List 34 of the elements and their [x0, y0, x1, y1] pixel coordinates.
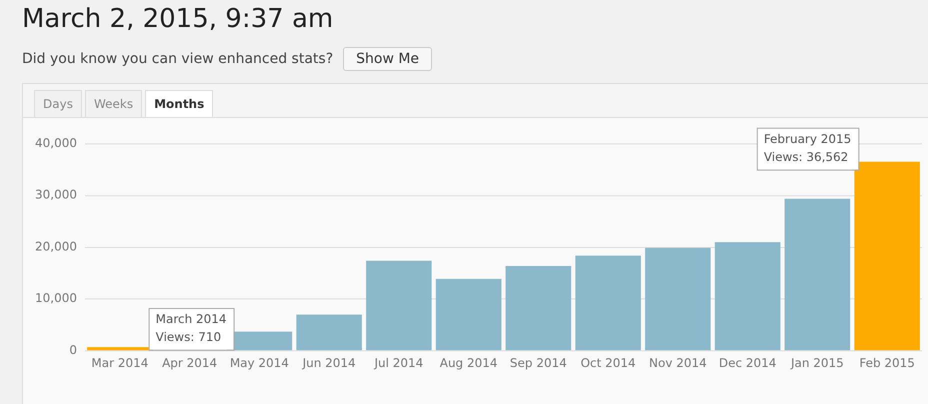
chart-title: March 2, 2015, 9:37 am — [22, 4, 334, 34]
bar — [784, 198, 850, 350]
y-tick-label: 20,000 — [35, 239, 77, 254]
bar — [366, 260, 432, 350]
bar — [296, 314, 362, 350]
annotation: March 2014 Views: 710 — [156, 312, 227, 344]
bar — [714, 242, 780, 350]
bar — [854, 162, 920, 350]
x-tick-label: Oct 2014 — [580, 356, 636, 370]
y-tick-label: 0 — [69, 342, 77, 357]
annotation: February 2015 Views: 36,562 — [764, 132, 852, 164]
x-tick-label: Sep 2014 — [510, 356, 567, 370]
y-tick-label: 30,000 — [35, 188, 77, 202]
x-tick-label: Jul 2014 — [373, 356, 424, 370]
x-tick-label: Jun 2014 — [302, 356, 356, 370]
x-tick-label: Feb 2015 — [859, 356, 915, 370]
text: Months — [145, 90, 214, 117]
x-tick-label: Apr 2014 — [162, 356, 218, 370]
x-tick-label: Mar 2014 — [91, 356, 148, 370]
y-tick-label: 10,000 — [35, 291, 77, 306]
bar — [645, 248, 711, 350]
x-tick-label: May 2014 — [230, 356, 289, 370]
y-tick-label: 40,000 — [35, 136, 77, 150]
bar — [575, 256, 641, 350]
text: Show Me — [343, 47, 432, 71]
x-tick-label: Nov 2014 — [649, 356, 707, 370]
text: Weeks — [84, 90, 142, 117]
x-tick-label: Aug 2014 — [440, 356, 498, 370]
x-tick-label: Dec 2014 — [718, 356, 776, 370]
x-tick-label: Jan 2015 — [790, 356, 844, 370]
chart-subtitle: Did you know you can view enhanced stats? — [22, 51, 334, 67]
text: Days — [34, 90, 82, 117]
bar — [506, 266, 572, 350]
bar — [436, 278, 502, 350]
